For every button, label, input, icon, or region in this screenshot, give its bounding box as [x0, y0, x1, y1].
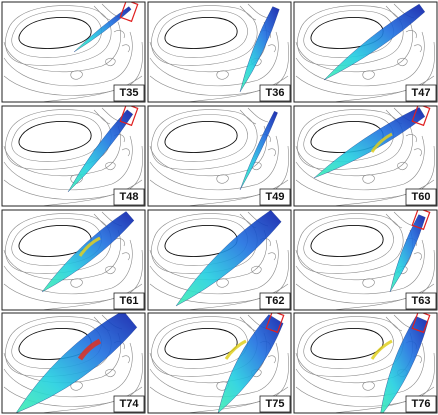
panel-label: T48 [120, 191, 139, 203]
panel-label: T62 [266, 295, 285, 307]
panel-label: T63 [412, 295, 431, 307]
plume [67, 109, 134, 193]
label-box [405, 292, 437, 310]
panel-label: T60 [412, 191, 431, 203]
plume [239, 110, 278, 191]
panel: T49 [147, 105, 292, 207]
plume [41, 211, 135, 293]
panel-border [147, 209, 292, 311]
panel-label: T75 [266, 398, 285, 410]
label-box [259, 188, 291, 206]
panel: T60 [293, 105, 438, 207]
plume [313, 107, 426, 179]
streak [78, 236, 101, 257]
panel-label: T74 [120, 398, 140, 410]
panel-border [147, 312, 292, 414]
streak [77, 338, 102, 361]
label-box [113, 292, 145, 310]
map [149, 210, 290, 310]
panel: T35 [1, 1, 146, 103]
plume [175, 210, 282, 307]
streak [224, 339, 247, 360]
panel: T47 [293, 1, 438, 103]
label-box [259, 84, 291, 102]
panel: T61 [1, 209, 146, 311]
panel-border [1, 105, 146, 207]
map [149, 107, 290, 206]
panel-label: T35 [120, 87, 139, 99]
label-box [113, 188, 145, 206]
label-box [405, 395, 437, 413]
plume [380, 316, 429, 413]
label-box [113, 395, 145, 413]
panel-label: T61 [120, 295, 139, 307]
panel-border [293, 312, 438, 414]
panel-label: T36 [266, 87, 285, 99]
label-box [113, 84, 145, 102]
label-box [405, 84, 437, 102]
panel-border [1, 1, 146, 103]
panel-label: T49 [266, 191, 285, 203]
panel-border [293, 105, 438, 207]
label-box [259, 292, 291, 310]
panel-border [293, 1, 438, 103]
panel-border [147, 1, 292, 103]
label-box [259, 395, 291, 413]
plume [239, 6, 280, 93]
map [149, 3, 290, 102]
streak [370, 132, 393, 153]
panel: T36 [147, 1, 292, 103]
panel-border [147, 105, 292, 207]
panel-border [1, 209, 146, 311]
panel-label: T76 [412, 398, 431, 410]
panel-border [293, 209, 438, 311]
panel: T48 [1, 105, 146, 207]
plume [389, 214, 426, 293]
panel: T62 [147, 209, 292, 311]
panel: T63 [293, 209, 438, 311]
plume [323, 3, 426, 81]
panel-border [1, 312, 146, 414]
map [295, 3, 436, 102]
map [295, 313, 436, 413]
streak [370, 339, 393, 360]
panel-label: T47 [412, 87, 431, 99]
panel: T76 [293, 312, 438, 414]
panel: T74 [1, 312, 146, 414]
plume [73, 6, 132, 53]
map [3, 211, 144, 310]
panel: T75 [147, 312, 292, 414]
label-box [405, 188, 437, 206]
